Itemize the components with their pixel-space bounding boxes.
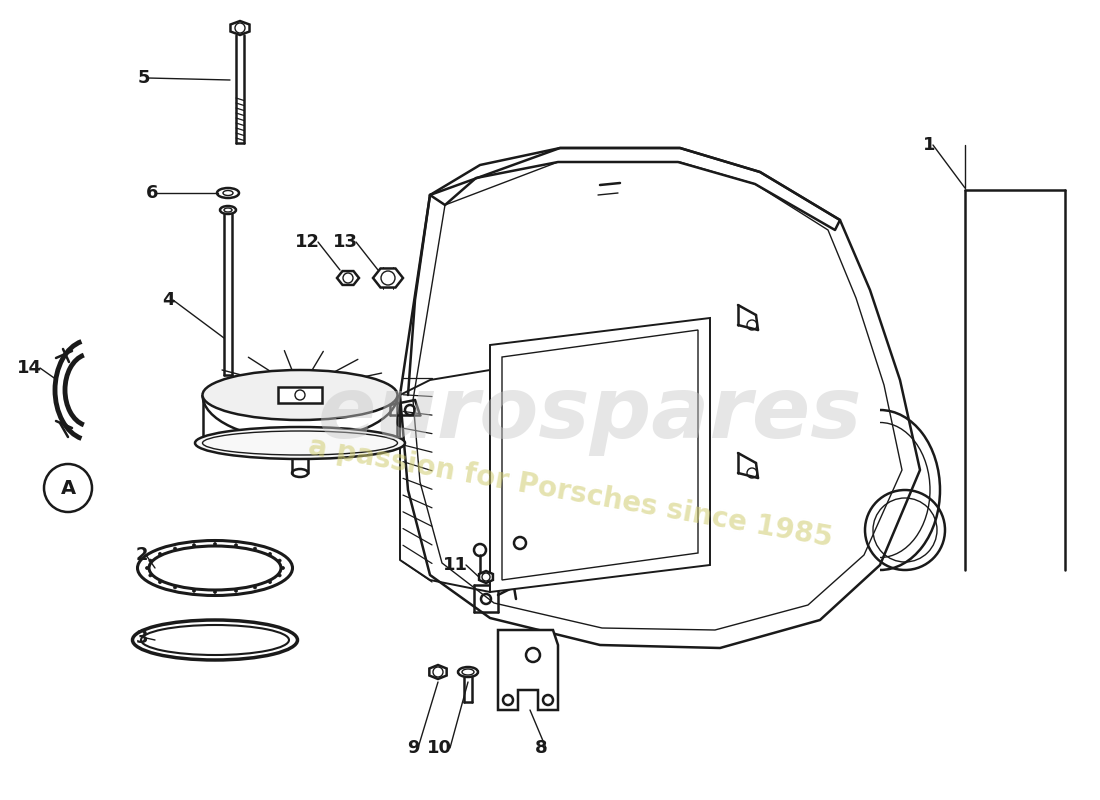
- Circle shape: [213, 542, 217, 546]
- Text: 3: 3: [135, 629, 149, 647]
- Circle shape: [192, 590, 196, 592]
- Polygon shape: [231, 21, 250, 35]
- Circle shape: [253, 586, 256, 589]
- Circle shape: [253, 547, 256, 550]
- Text: eurospares: eurospares: [318, 374, 862, 457]
- Circle shape: [148, 559, 152, 562]
- Text: 1: 1: [923, 136, 935, 154]
- Circle shape: [213, 590, 217, 594]
- Circle shape: [192, 544, 196, 546]
- Circle shape: [278, 559, 282, 562]
- Ellipse shape: [195, 427, 405, 459]
- Polygon shape: [337, 271, 359, 285]
- Text: 4: 4: [163, 291, 175, 309]
- Text: 11: 11: [443, 556, 468, 574]
- Circle shape: [148, 574, 152, 577]
- Text: A: A: [60, 478, 76, 498]
- Text: 9: 9: [407, 739, 420, 757]
- Text: 10: 10: [427, 739, 452, 757]
- Polygon shape: [498, 630, 558, 710]
- Ellipse shape: [202, 370, 397, 420]
- Circle shape: [268, 552, 272, 555]
- Circle shape: [145, 566, 149, 570]
- Polygon shape: [490, 318, 710, 592]
- Circle shape: [158, 581, 162, 584]
- Polygon shape: [429, 665, 447, 679]
- Text: 13: 13: [333, 233, 358, 251]
- Text: 8: 8: [536, 739, 548, 757]
- Polygon shape: [278, 387, 322, 403]
- Circle shape: [268, 581, 272, 584]
- Polygon shape: [480, 571, 493, 583]
- Text: 6: 6: [145, 184, 158, 202]
- Circle shape: [234, 544, 238, 546]
- Polygon shape: [373, 269, 403, 287]
- Text: a passion for Porsches since 1985: a passion for Porsches since 1985: [306, 432, 834, 552]
- Circle shape: [158, 552, 162, 555]
- Circle shape: [174, 586, 176, 589]
- Text: 5: 5: [138, 69, 150, 87]
- Circle shape: [278, 574, 282, 577]
- Circle shape: [174, 547, 176, 550]
- Text: 12: 12: [295, 233, 320, 251]
- Text: 2: 2: [135, 546, 149, 564]
- Circle shape: [234, 590, 238, 592]
- Text: 14: 14: [16, 359, 42, 377]
- Circle shape: [282, 566, 285, 570]
